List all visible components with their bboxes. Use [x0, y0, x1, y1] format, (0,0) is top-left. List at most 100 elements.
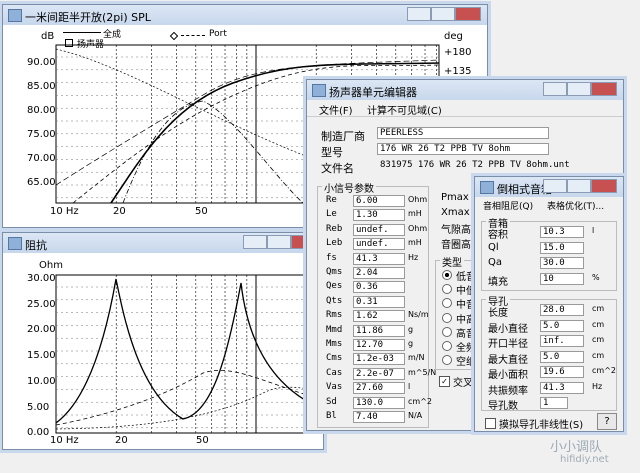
param-field[interactable]: 19.6: [540, 366, 584, 378]
param-label: 填充: [488, 276, 508, 288]
param-field[interactable]: 1.62: [353, 310, 405, 323]
param-field[interactable]: 28.0: [540, 304, 584, 316]
param-field[interactable]: 30.0: [540, 257, 584, 269]
param-field[interactable]: 41.3: [353, 252, 405, 265]
curve: [72, 64, 440, 204]
y-tick-label: 70.00: [27, 153, 56, 164]
param-label: Cas: [326, 367, 343, 378]
close-button[interactable]: [591, 179, 617, 193]
plot-area: [55, 274, 334, 434]
param-field[interactable]: 15.0: [540, 241, 584, 254]
minimize-button[interactable]: [243, 235, 267, 249]
driver-editor-window: 扬声器单元编辑器 文件(F) 计算不可见域(C) 制造厂商 PEERLESS 型号 176 …: [306, 79, 624, 431]
close-button[interactable]: [455, 7, 481, 21]
x-tick-label: 10 Hz: [50, 206, 79, 217]
text-field[interactable]: PEERLESS: [377, 127, 549, 139]
radio-label: 低音: [456, 272, 476, 283]
radio-button[interactable]: [442, 270, 452, 280]
param-unit: cm^2: [592, 366, 616, 375]
param-field[interactable]: 130.0: [353, 396, 405, 409]
curve: [110, 62, 440, 204]
menu-item[interactable]: 计算不可见域(C): [367, 106, 442, 117]
param-field[interactable]: undef.: [353, 238, 405, 251]
param-field[interactable]: 12.70: [353, 339, 405, 351]
y2-tick-label: +180: [444, 47, 472, 58]
param-unit: Ohm: [408, 195, 428, 204]
group-title: 音箱: [486, 215, 510, 230]
maximize-button[interactable]: [567, 82, 591, 96]
watermark-url: hifidiy.net: [560, 454, 609, 465]
y-tick-label: 85.00: [27, 81, 56, 92]
type-group: 类型 低音 中低 中音 中高 高音 全频 空纸: [435, 254, 495, 370]
param-field[interactable]: 27.60: [353, 382, 405, 395]
param-label: 导孔数: [488, 401, 518, 412]
menu-item[interactable]: 音相阻尼(Q): [483, 202, 534, 212]
y-tick-label: 10.00: [27, 375, 56, 387]
param-field[interactable]: inf.: [540, 335, 584, 347]
x-tick-label: 50: [196, 435, 209, 446]
param-label: 容积: [488, 230, 508, 241]
param-label: Qms: [326, 267, 343, 277]
param-field[interactable]: 2.04: [353, 267, 405, 279]
radio-button[interactable]: [442, 355, 452, 366]
radio-button[interactable]: [442, 312, 452, 323]
y-axis-unit: Ohm: [39, 260, 63, 271]
param-unit: m/N: [408, 353, 425, 363]
param-field[interactable]: undef.: [353, 223, 405, 236]
checkbox[interactable]: ✓: [439, 376, 450, 387]
text-field[interactable]: 176 WR 26 T2 PPB TV 8ohm: [377, 143, 549, 155]
y2-axis-unit: deg: [444, 31, 463, 42]
param-unit: mH: [408, 238, 422, 248]
param-field[interactable]: 0.36: [353, 281, 405, 294]
param-field[interactable]: 0.31: [353, 295, 405, 308]
field-label: 制造厂商: [321, 130, 365, 143]
radio-label: 中低: [456, 286, 476, 298]
minimize-button[interactable]: [407, 7, 431, 21]
param-field[interactable]: 5.0: [540, 319, 584, 332]
maximize-button[interactable]: [567, 179, 591, 193]
radio-button[interactable]: [442, 284, 452, 295]
text-field[interactable]: 831975 176 WR 26 T2 PPB TV 8ohm.unt: [380, 160, 570, 170]
menu-item[interactable]: 文件(F): [319, 106, 353, 117]
radio-button[interactable]: [442, 298, 452, 309]
maximize-button[interactable]: [267, 235, 291, 249]
title-bar: 扬声器单元编辑器: [307, 80, 623, 100]
param-field[interactable]: 41.3: [540, 381, 584, 394]
param-unit: cm: [592, 304, 605, 313]
window-title: 扬声器单元编辑器: [329, 86, 417, 99]
param-unit: Hz: [408, 252, 419, 262]
y2-tick-label: +135: [444, 66, 472, 77]
menu-item[interactable]: 表格优化(T)...: [547, 202, 605, 212]
param-field[interactable]: 10.3: [540, 226, 584, 238]
param-label: Mmd: [326, 324, 343, 335]
close-button[interactable]: [591, 82, 617, 96]
param-label: Cms: [326, 353, 343, 364]
param-field[interactable]: 11.86: [353, 324, 405, 337]
param-field[interactable]: 5.0: [540, 350, 584, 363]
group-title: 类型: [440, 254, 464, 269]
param-field[interactable]: 1: [540, 397, 568, 409]
param-field[interactable]: 1.30: [353, 209, 405, 222]
param-field[interactable]: 10: [540, 272, 584, 285]
param-label: 长度: [488, 308, 508, 319]
param-field[interactable]: 6.00: [353, 195, 405, 207]
param-unit: l: [592, 226, 595, 235]
window-icon: [8, 237, 22, 250]
param-field[interactable]: 2.2e-07: [353, 367, 405, 380]
legend-label: 全成: [103, 30, 122, 40]
radio-button[interactable]: [442, 341, 452, 351]
param-label: 共振频率: [488, 385, 528, 397]
minimize-button[interactable]: [543, 179, 567, 193]
minimize-button[interactable]: [543, 82, 567, 96]
param-field[interactable]: 7.40: [353, 411, 405, 423]
help-button[interactable]: ?: [597, 413, 617, 430]
window-icon: [312, 84, 326, 97]
legend-label: Port: [209, 29, 227, 39]
legend-label: 扬声器: [77, 40, 105, 50]
vented-box-window: 倒相式音箱 音相阻尼(Q) 表格优化(T)... 音箱 容积 10.3 l Ql 15.0 Qa 3…: [474, 176, 624, 432]
maximize-button[interactable]: [431, 7, 455, 21]
checkbox[interactable]: [485, 418, 496, 429]
radio-button[interactable]: [442, 326, 452, 337]
param-field[interactable]: 1.2e-03: [353, 353, 405, 366]
